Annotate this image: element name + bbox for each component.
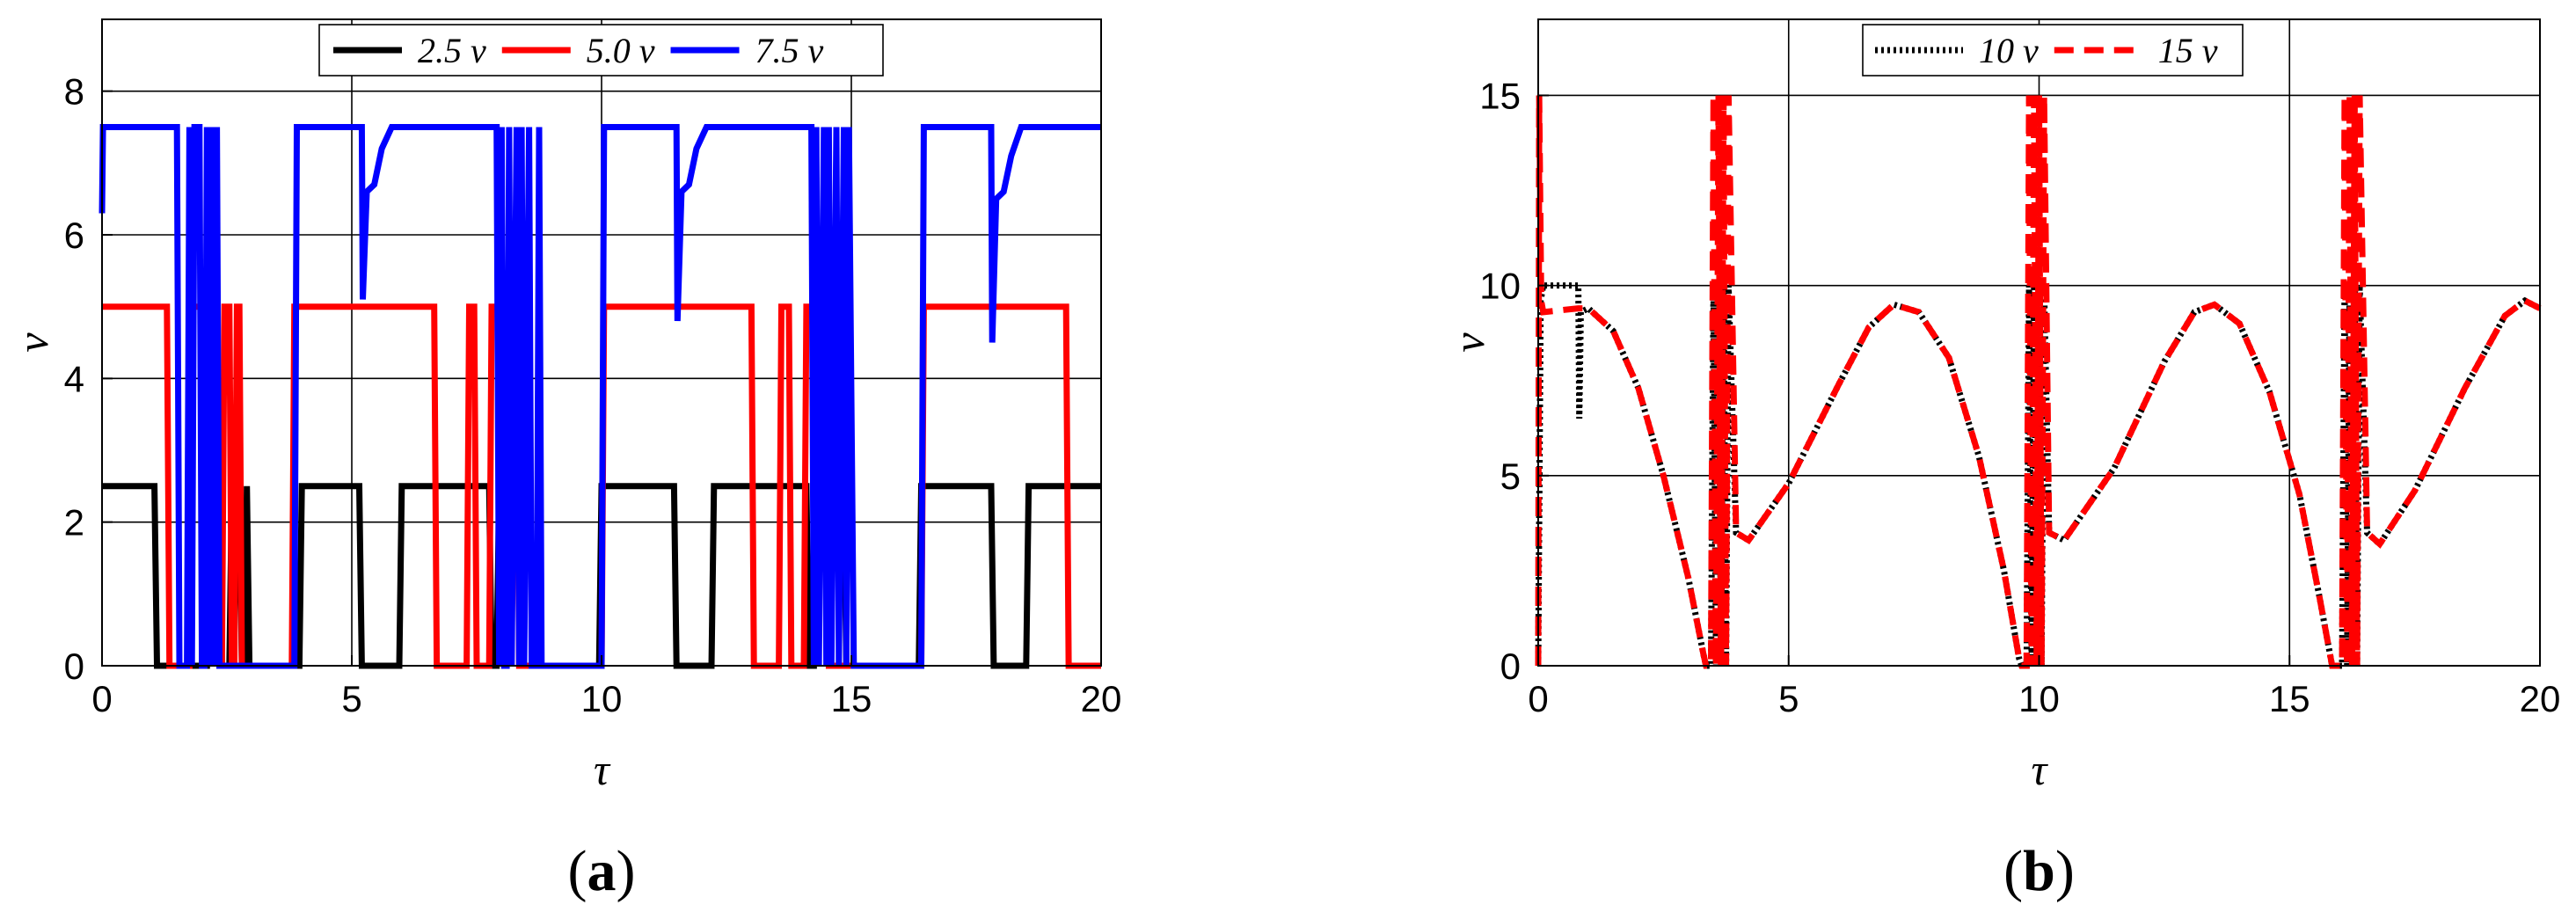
legend-label-1: 10 v [1979,31,2039,70]
x-tick-label: 10 [581,678,623,719]
legend-label-1: 2.5 v [418,31,486,70]
x-tick-label: 20 [1081,678,1122,719]
y-tick-label: 10 [1479,266,1521,307]
x-tick-label: 15 [2269,678,2310,719]
legend-label-2: 5.0 v [587,31,655,70]
x-tick-label: 5 [341,678,361,719]
x-tick-label: 15 [831,678,872,719]
y-tick-label: 8 [64,71,84,113]
panel-label: (b) [2003,839,2075,903]
x-tick-label: 10 [2018,678,2060,719]
x-tick-label: 5 [1778,678,1799,719]
panel-a: 0 5 10 15 20 0 2 4 6 8 τ v 2.5 v 5.0 v 7.5 v (a) [8,18,1122,903]
panel-label: (a) [568,839,636,903]
y-tick-label: 0 [64,646,84,687]
y-axis-label: v [8,332,57,353]
y-tick-label: 2 [64,502,84,544]
y-tick-label: 0 [1500,646,1521,687]
x-axis-label: τ [2032,745,2049,794]
series-line-3 [99,124,1101,669]
x-tick-label: 20 [2520,678,2561,719]
y-tick-label: 15 [1479,75,1521,116]
legend-label-3: 7.5 v [755,31,824,70]
series-line-2 [1535,95,2542,669]
y-tick-label: 4 [64,358,84,399]
legend-box [318,24,884,77]
legend-label-2: 15 v [2158,31,2218,70]
y-tick-label: 6 [64,215,84,256]
x-axis-label: τ [594,745,611,794]
x-tick-label: 0 [1528,678,1548,719]
panel-b: 0 5 10 15 20 0 5 10 15 τ v 10 v 15 v (b) [1444,18,2561,903]
series-line-2 [102,303,1101,669]
x-tick-label: 0 [91,678,112,719]
y-axis-label: v [1444,332,1493,353]
y-tick-label: 5 [1500,456,1521,497]
